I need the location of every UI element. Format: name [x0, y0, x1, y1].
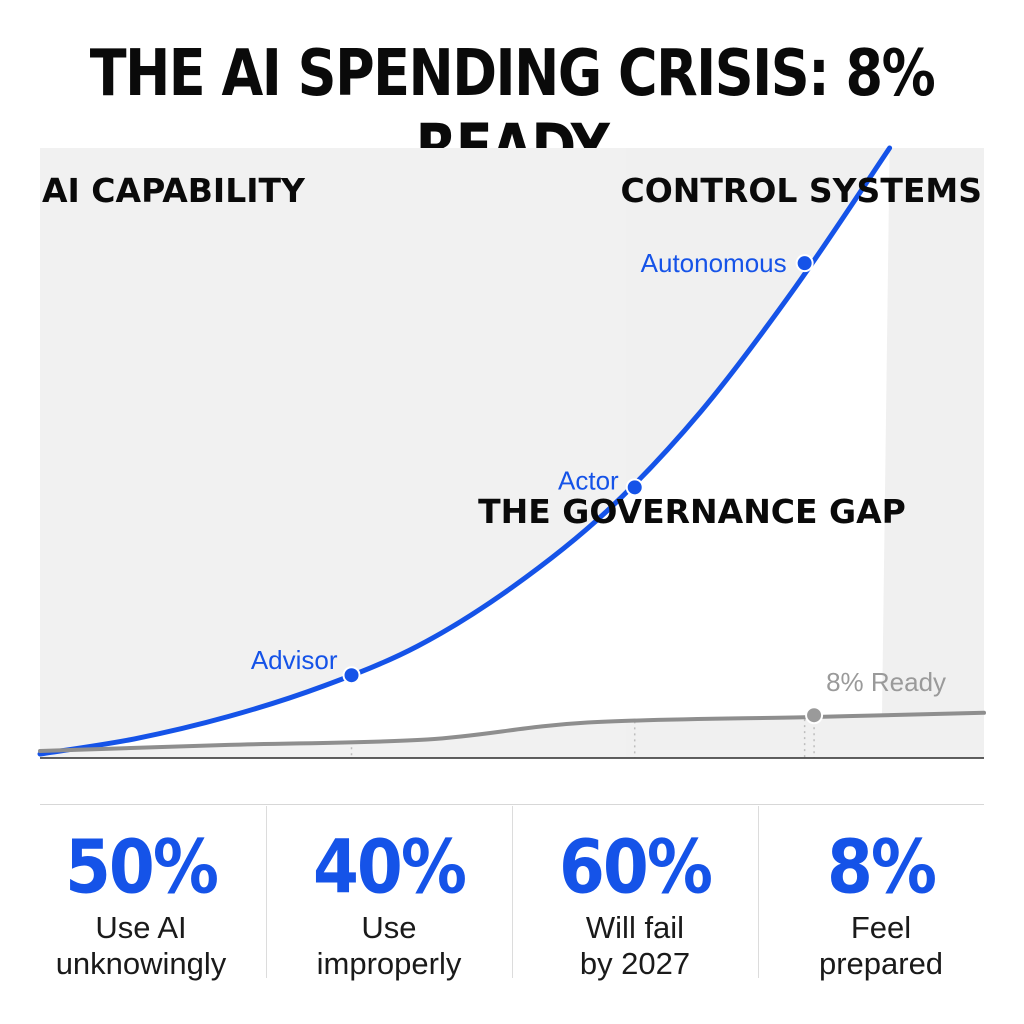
stat-separator	[266, 806, 267, 978]
advisor-milestone-label: Advisor	[251, 645, 338, 675]
ready-milestone-label: 8% Ready	[826, 667, 946, 697]
stat-failure-2027: 60% Will fail by 2027	[512, 816, 758, 981]
autonomous-milestone-label: Autonomous	[641, 248, 787, 278]
stat-label: Feel prepared	[818, 910, 944, 981]
stat-label: Use AI unknowingly	[55, 910, 227, 981]
stat-value: 8%	[826, 824, 937, 911]
stat-value: 40%	[313, 824, 467, 911]
stat-separator	[512, 806, 513, 978]
stat-label: Will fail by 2027	[579, 910, 691, 981]
capability-line	[37, 145, 893, 757]
ready-milestone-point	[805, 706, 824, 725]
actor-milestone-label: Actor	[558, 465, 619, 495]
page-title: THE AI SPENDING CRISIS: 8% READY	[89, 36, 936, 185]
stat-improper-use: 40% Use improperly	[266, 816, 512, 981]
stat-value: 50%	[65, 824, 219, 911]
governance-gap-label: THE GOVERNANCE GAP	[478, 492, 906, 531]
autonomous-milestone-point	[795, 254, 814, 273]
stat-label: Use improperly	[316, 910, 462, 981]
stat-unknowing-use: 50% Use AI unknowingly	[18, 816, 264, 981]
control-line	[38, 710, 986, 753]
advisor-milestone-point	[342, 666, 361, 685]
stat-prepared: 8% Feel prepared	[758, 816, 1004, 981]
left-panel-label: AI CAPABILITY	[42, 171, 306, 210]
stat-value: 60%	[559, 824, 713, 911]
stats-divider	[40, 804, 984, 805]
actor-milestone-point	[625, 478, 644, 497]
stat-separator	[758, 806, 759, 978]
milestones: Advisor Actor Autonomous 8% Ready	[251, 248, 946, 725]
gap-area	[40, 148, 890, 754]
right-panel-label: CONTROL SYSTEMS	[621, 171, 982, 210]
chart: Advisor Actor Autonomous 8% Ready AI CAPABI…	[37, 145, 986, 759]
